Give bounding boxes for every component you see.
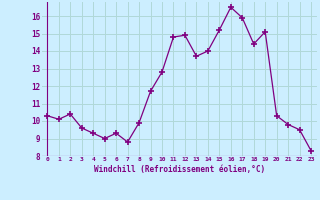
X-axis label: Windchill (Refroidissement éolien,°C): Windchill (Refroidissement éolien,°C) — [94, 165, 265, 174]
